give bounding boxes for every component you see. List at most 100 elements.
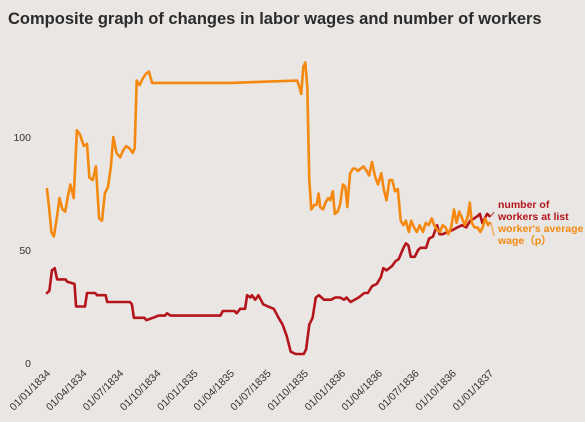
data-point [349,301,352,303]
data-point [407,244,410,247]
data-point [455,222,458,224]
data-point [285,335,288,337]
data-point [479,231,482,233]
data-point [438,233,441,236]
data-point [64,210,67,213]
data-point [106,301,109,303]
data-point [193,314,196,317]
data-point [367,292,369,294]
series-line [45,61,491,238]
data-point [129,301,131,303]
data-point [317,192,320,195]
legend-label: worker's average [497,223,584,235]
data-point [354,167,357,170]
data-point [233,310,236,312]
data-point [143,316,146,319]
data-point [110,165,112,168]
data-point [88,176,91,179]
data-point [244,307,247,310]
data-point [371,161,373,163]
data-point [488,222,491,224]
data-point [413,226,415,229]
data-point [98,217,100,220]
data-point [439,231,441,233]
data-point [339,204,341,206]
data-point [141,77,144,80]
x-axis: 01/01/183401/04/183401/07/183401/10/1834… [7,368,496,414]
data-point [346,206,349,209]
data-point [396,188,399,190]
data-point [257,294,260,297]
data-point [84,305,86,308]
data-point [135,79,138,82]
data-point [473,217,476,220]
data-point [46,188,48,190]
data-point [48,206,50,209]
data-point [476,215,479,218]
data-point [79,133,81,136]
data-point [487,224,489,227]
y-tick-label: 100 [13,132,31,144]
data-point [322,208,324,211]
data-point [61,208,64,211]
data-point [352,167,354,170]
data-point [219,314,222,317]
data-point [324,201,327,204]
data-point [94,292,96,294]
data-point [128,147,131,150]
data-point [115,152,118,154]
data-point [407,231,410,233]
data-point [314,296,317,299]
data-point [476,226,479,229]
data-point [353,298,356,301]
data-point [51,269,53,272]
data-point [481,226,484,229]
series-layer [45,61,491,356]
data-point [323,298,325,301]
data-point [345,296,348,299]
data-point [418,224,421,227]
data-point [484,217,486,220]
legend-label: wage（p） [497,234,552,247]
data-point [46,292,48,294]
data-point [56,278,58,281]
data-point [131,303,133,306]
data-point [458,210,461,213]
data-point [342,183,344,186]
data-point [327,197,330,200]
data-point [441,233,444,236]
data-point [148,70,150,73]
data-point [235,312,238,315]
data-point [339,296,341,299]
data-point [82,145,85,148]
data-point [380,172,383,175]
data-point [466,215,469,218]
data-point [362,165,365,168]
data-point [331,190,334,193]
data-point [402,246,405,249]
y-axis: 0 50 100 [13,132,31,370]
data-point [465,226,468,229]
data-point [73,283,76,285]
data-point [76,129,78,132]
data-point [375,283,378,285]
data-point [428,237,430,240]
data-point [296,79,299,82]
data-point [479,213,481,215]
data-point [394,190,396,193]
data-point [311,316,314,319]
data-point [344,185,347,188]
data-point [456,226,459,229]
data-point [164,314,166,317]
data-point [294,353,297,355]
y-tick-label: 0 [25,358,31,370]
data-point [64,278,67,281]
data-point [145,319,148,321]
data-point [399,219,402,222]
legend-label: workers at list [497,211,569,223]
data-point [419,246,422,249]
data-point [86,143,88,145]
